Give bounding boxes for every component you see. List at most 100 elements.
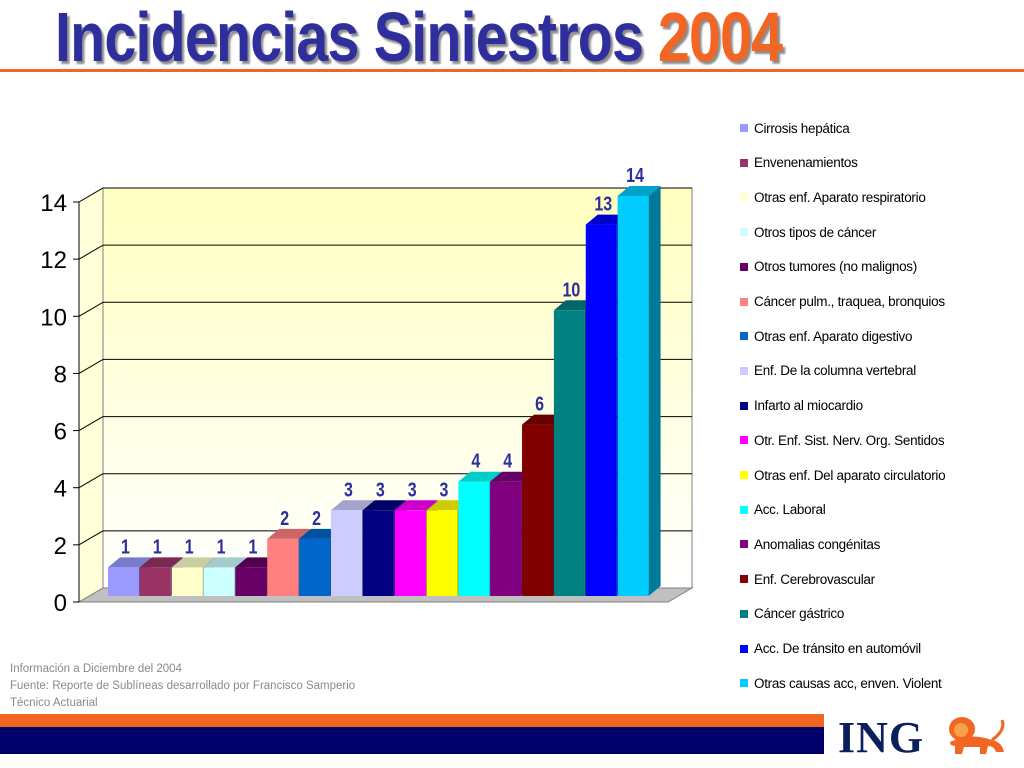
- data-label: 1: [121, 536, 130, 558]
- legend-swatch: [740, 609, 748, 618]
- legend-swatch: [740, 332, 748, 341]
- legend-item: Enf. Cerebrovascular: [740, 569, 875, 589]
- legend-label: Cáncer gástrico: [754, 606, 845, 622]
- legend-swatch: [740, 505, 748, 514]
- legend-item: Otros tipos de cáncer: [740, 222, 876, 242]
- legend-item: Cáncer gástrico: [740, 604, 844, 624]
- footer-band-orange: [0, 714, 824, 727]
- data-label: 14: [626, 164, 644, 186]
- legend-swatch: [740, 436, 748, 445]
- legend-swatch: [740, 644, 748, 653]
- y-tick-label: 12: [40, 247, 67, 274]
- legend-item: Otras enf. Aparato respiratorio: [740, 187, 926, 207]
- legend-swatch: [740, 575, 748, 584]
- y-tick-label: 4: [54, 476, 67, 503]
- legend-item: Infarto al miocardio: [740, 396, 863, 416]
- legend-swatch: [740, 228, 748, 237]
- legend-label: Infarto al miocardio: [754, 398, 863, 414]
- title-text: Incidencias Siniestros: [55, 0, 644, 76]
- legend-label: Cáncer pulm., traquea, bronquios: [754, 294, 945, 309]
- data-label: 13: [594, 193, 612, 215]
- gridline-side: [78, 530, 104, 546]
- legend-label: Otras enf. Aparato respiratorio: [754, 189, 926, 205]
- data-label: 3: [440, 479, 449, 501]
- legend-swatch: [740, 193, 748, 202]
- legend-label: Otros tumores (no malignos): [754, 259, 917, 275]
- legend-item: Cirrosis hepática: [740, 118, 850, 138]
- legend-item: Envenenamientos: [740, 153, 858, 173]
- gridline-side: [78, 187, 104, 203]
- y-tick-label: 14: [40, 190, 67, 217]
- legend-item: Otras causas acc, enven. Violent: [740, 673, 942, 693]
- gridline-side: [78, 416, 104, 432]
- legend-swatch: [740, 297, 748, 306]
- legend-label: Enf. De la columna vertebral: [754, 363, 916, 379]
- legend-swatch: [740, 366, 748, 375]
- legend-item: Cáncer pulm., traquea, bronquios: [740, 292, 945, 312]
- legend-swatch: [740, 679, 748, 688]
- bar: [139, 557, 183, 596]
- legend-swatch: [740, 540, 748, 549]
- y-tick-label: 2: [54, 533, 67, 560]
- legend-label: Cirrosis hepática: [754, 120, 850, 136]
- legend-item: Otr. Enf. Sist. Nerv. Org. Sentidos: [740, 430, 945, 450]
- data-label: 1: [153, 536, 162, 558]
- page-title: Incidencias Siniestros 2004: [55, 2, 783, 72]
- legend-swatch: [740, 471, 748, 479]
- data-label: 1: [248, 536, 257, 558]
- legend-swatch: [740, 124, 748, 132]
- y-tick-label: 10: [40, 304, 67, 331]
- legend-label: Enf. Cerebrovascular: [754, 571, 875, 587]
- data-label: 1: [185, 536, 194, 558]
- legend-swatch: [740, 262, 748, 271]
- legend-label: Otros tipos de cáncer: [754, 224, 877, 240]
- note-date: Información a Diciembre del 2004: [10, 663, 182, 675]
- data-label: 10: [562, 279, 580, 301]
- legend-label: Otras enf. Aparato digestivo: [754, 328, 913, 344]
- legend-swatch: [740, 401, 748, 410]
- legend-item: Acc. Laboral: [740, 500, 826, 520]
- legend-item: Enf. De la columna vertebral: [740, 361, 916, 381]
- data-label: 4: [471, 450, 480, 472]
- gridline-side: [78, 301, 104, 317]
- ing-logo: ING: [838, 712, 1010, 762]
- legend-item: Otros tumores (no malignos): [740, 257, 917, 277]
- legend-swatch: [740, 158, 748, 167]
- y-tick-label: 0: [54, 590, 67, 617]
- gridline-side: [78, 358, 104, 374]
- data-label: 2: [280, 507, 289, 529]
- data-label: 2: [312, 507, 321, 529]
- legend-item: Acc. De tránsito en automóvil: [740, 639, 921, 659]
- data-label: 4: [503, 450, 512, 472]
- data-label: 3: [376, 479, 385, 501]
- y-tick-label: 8: [54, 361, 67, 388]
- note-source: Fuente: Reporte de Sublíneas desarrollad…: [10, 680, 356, 692]
- legend-label: Acc. Laboral: [754, 502, 826, 518]
- legend-item: Anomalias congénitas: [740, 534, 880, 554]
- footer-band-navy: [0, 727, 824, 754]
- title-year: 2004: [657, 0, 783, 76]
- data-label: 6: [535, 393, 544, 415]
- legend-label: Anomalias congénitas: [754, 536, 881, 552]
- gridline-side: [78, 473, 104, 489]
- footnotes: Información a Diciembre del 2004 Fuente:…: [10, 661, 355, 712]
- data-label: 3: [408, 479, 417, 501]
- legend-label: Otras enf. Del aparato circulatorio: [754, 467, 946, 483]
- bar: [617, 186, 661, 596]
- chart-side-wall: [78, 187, 104, 603]
- legend-label: Envenenamientos: [754, 155, 858, 171]
- legend-item: Otras enf. Del aparato circulatorio: [740, 465, 946, 485]
- note-author: Técnico Actuarial: [10, 697, 98, 709]
- data-label: 3: [344, 479, 353, 501]
- legend-label: Otras causas acc, enven. Violent: [754, 675, 942, 691]
- legend-label: Otr. Enf. Sist. Nerv. Org. Sentidos: [754, 432, 945, 448]
- legend-label: Acc. De tránsito en automóvil: [754, 641, 921, 656]
- title-underline: [0, 69, 1024, 72]
- y-tick-label: 6: [54, 419, 67, 446]
- gridline-side: [78, 244, 104, 260]
- lion-icon: [949, 717, 1005, 754]
- logo-text: ING: [838, 713, 925, 762]
- data-label: 1: [217, 536, 226, 558]
- legend-item: Otras enf. Aparato digestivo: [740, 326, 913, 346]
